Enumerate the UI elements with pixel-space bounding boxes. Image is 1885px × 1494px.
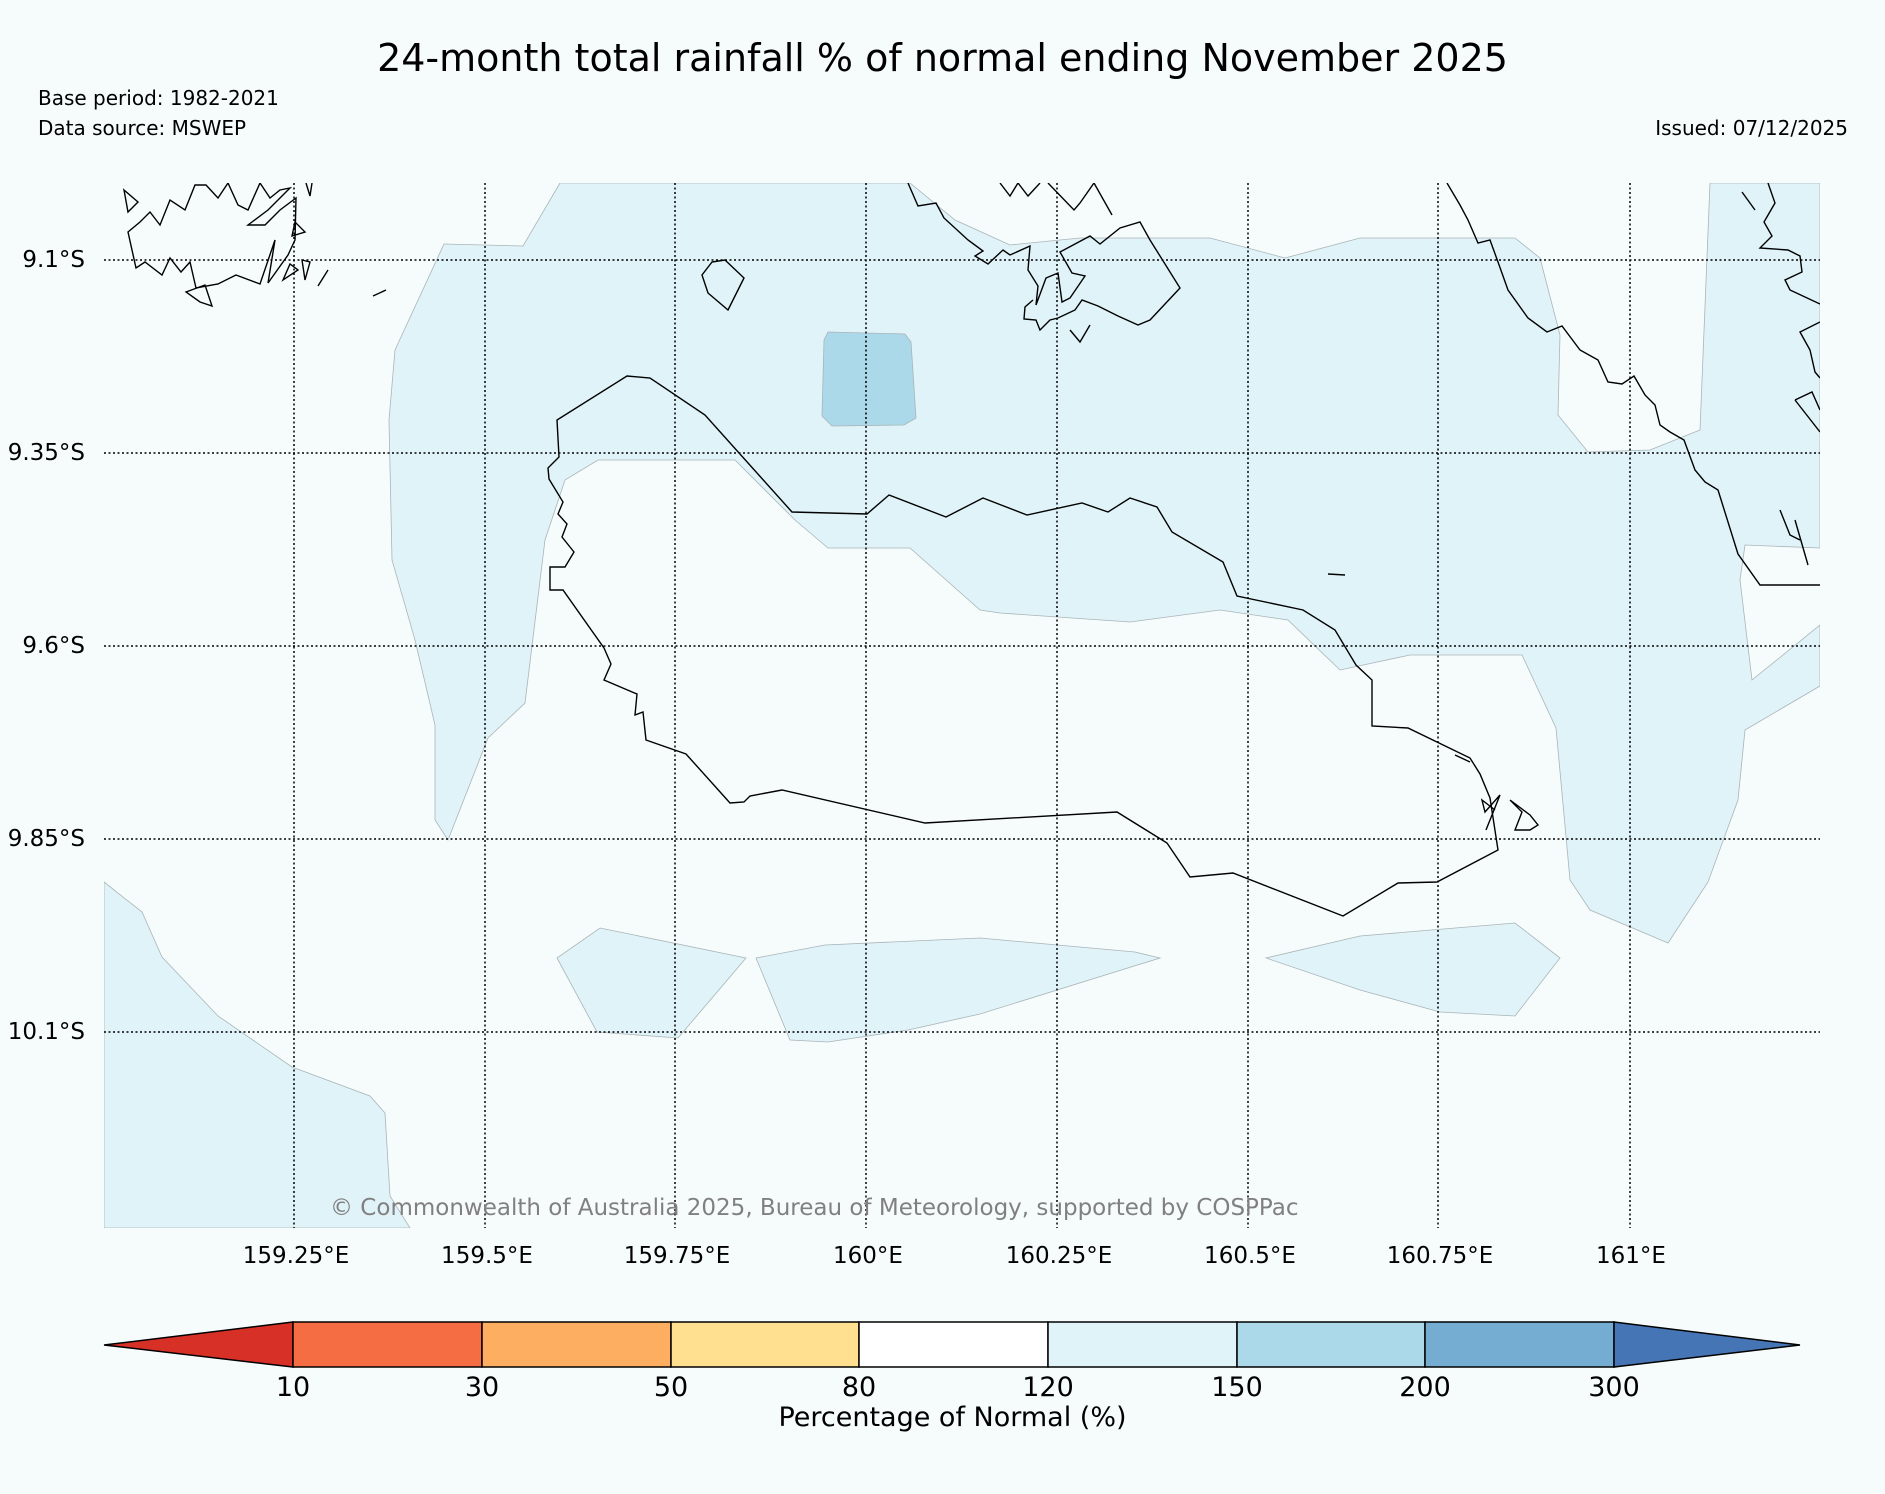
colorbar-tick-80: 80: [841, 1372, 877, 1403]
colorbar-tick-120: 120: [1022, 1372, 1074, 1403]
coastline-islet-b: [184, 284, 214, 308]
colorbar-tick-150: 150: [1211, 1372, 1263, 1403]
lon-label-159-75: 159.75°E: [623, 1243, 731, 1269]
shade-120-150-south-1: [556, 927, 747, 1039]
coastline-islet-i: [1454, 754, 1471, 763]
lon-label-159-25: 159.25°E: [242, 1243, 350, 1269]
colorbar-extend-low: [103, 1321, 294, 1368]
colorbar-segment-120-150: [1047, 1321, 1238, 1368]
coastline-malaita-north-b: [1758, 183, 1820, 305]
coastline-islet-a: [1069, 324, 1091, 344]
lat-label-9-35: 9.35°S: [7, 440, 85, 466]
colorbar-segment-200-300: [1424, 1321, 1615, 1368]
shade-120-150-south-2: [755, 937, 1162, 1043]
shade-120-150-north: [388, 183, 1820, 944]
colorbar-segment-50-80: [670, 1321, 860, 1368]
colorbar-segment-10-30: [292, 1321, 483, 1368]
shade-120-150-south-3: [1264, 922, 1561, 1017]
coastline-malaita-north-c: [1799, 321, 1820, 379]
coastlines: [122, 183, 1820, 917]
lat-label-9-1: 9.1°S: [22, 247, 85, 273]
coastline-florida-northeast: [1047, 183, 1113, 216]
coastline-malaita: [1446, 183, 1820, 586]
colorbar-segment-150-200: [1236, 1321, 1426, 1368]
coastline-islet-h: [1327, 573, 1346, 576]
coastline-malaita-north-a: [1741, 191, 1756, 211]
lon-label-160-5: 160.5°E: [1204, 1243, 1296, 1269]
coastline-islet-d: [281, 262, 300, 282]
rainfall-shading: [104, 183, 1820, 1228]
copyright-credit: © Commonwealth of Australia 2025, Bureau…: [330, 1195, 1299, 1221]
colorbar-title: Percentage of Normal (%): [778, 1402, 1127, 1433]
data-source-text: Data source: MSWEP: [38, 116, 247, 140]
issued-date-text: Issued: 07/12/2025: [1655, 116, 1848, 140]
shade-120-150-southwest: [104, 881, 411, 1228]
lon-label-159-5: 159.5°E: [441, 1243, 533, 1269]
chart-title: 24-month total rainfall % of normal endi…: [377, 36, 1508, 80]
coastline-islet-g: [305, 183, 313, 197]
lon-label-161: 161°E: [1596, 1243, 1666, 1269]
coastline-guadalcanal: [547, 375, 1499, 917]
coastline-florida-north: [999, 183, 1041, 198]
coastline-islet-e: [301, 259, 329, 287]
coastline-russell-islands: [122, 183, 297, 289]
lat-label-10-1: 10.1°S: [7, 1019, 85, 1045]
colorbar-extend-high: [1613, 1321, 1801, 1368]
colorbar-segment-80-120: [858, 1321, 1049, 1368]
graticule: [104, 183, 1820, 1228]
coastline-malaita-south: [1779, 509, 1809, 566]
colorbar-tick-50: 50: [653, 1372, 689, 1403]
lat-label-9-6: 9.6°S: [22, 633, 85, 659]
colorbar-tick-300: 300: [1588, 1372, 1640, 1403]
lon-label-160-25: 160.25°E: [1005, 1243, 1113, 1269]
coastline-marau: [1480, 794, 1540, 831]
coastline-malaita-north-d: [1794, 391, 1820, 411]
shade-150-200-patch: [821, 331, 917, 427]
base-period-text: Base period: 1982-2021: [38, 86, 279, 110]
colorbar-tick-30: 30: [464, 1372, 500, 1403]
colorbar-tick-10: 10: [275, 1372, 311, 1403]
colorbar: [103, 1321, 1801, 1368]
lon-label-160: 160°E: [833, 1243, 903, 1269]
coastline-malaita-north-e: [1794, 399, 1820, 433]
colorbar-tick-200: 200: [1399, 1372, 1451, 1403]
coastline-islet-f: [372, 289, 387, 297]
colorbar-segment-30-50: [481, 1321, 672, 1368]
lat-label-9-85: 9.85°S: [7, 826, 85, 852]
lon-label-160-75: 160.75°E: [1386, 1243, 1494, 1269]
